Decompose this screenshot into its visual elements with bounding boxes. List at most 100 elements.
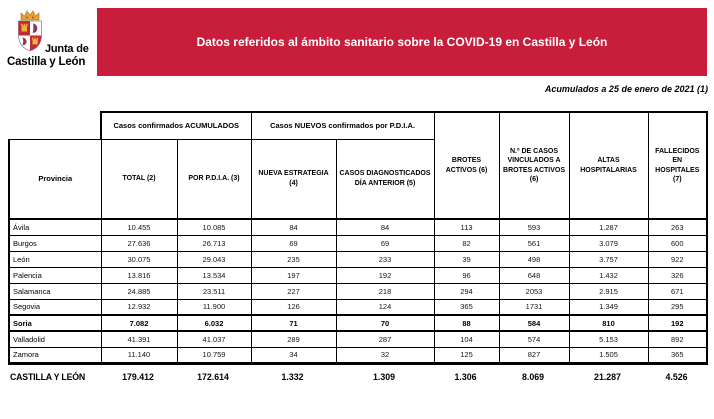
value-cell: 574 [498, 330, 570, 348]
province-cell: Ávila [8, 218, 102, 236]
value-cell: 1.349 [568, 298, 649, 316]
accumulated-date-note: Acumulados a 25 de enero de 2021 (1) [544, 84, 708, 94]
col-header-por-pdia: POR P.D.I.A. (3) [176, 138, 252, 220]
value-cell: 82 [433, 234, 500, 252]
value-cell: 218 [335, 282, 435, 300]
value-cell: 10.759 [176, 346, 252, 365]
value-cell: 365 [647, 346, 709, 365]
col-header-brotes-activos: BROTES ACTIVOS (6) [433, 111, 500, 220]
col-header-nueva-estrategia: NUEVA ESTRATEGIA (4) [250, 138, 337, 220]
value-cell: 104 [433, 330, 500, 348]
value-cell: 1731 [498, 298, 570, 316]
title-banner: Datos referidos al ámbito sanitario sobr… [97, 8, 707, 76]
value-cell: 23.511 [176, 282, 252, 300]
value-cell: 41.037 [176, 330, 252, 348]
table-row: Burgos 27.636 26.713 69 69 82 561 3.079 600 [8, 234, 709, 252]
value-cell: 113 [433, 218, 500, 236]
province-cell: Salamanca [8, 282, 102, 300]
value-cell: 648 [498, 266, 570, 284]
jcyl-logo: Junta de Castilla y León [6, 8, 116, 78]
logo-text-line1: Junta de [45, 43, 89, 55]
value-cell: 192 [647, 314, 709, 332]
page-title: Datos referidos al ámbito sanitario sobr… [196, 35, 608, 49]
province-cell: Segovia [8, 298, 102, 316]
total-row: CASTILLA Y LEÓN 179.412 172.614 1.332 1.309 1… [8, 368, 706, 385]
value-cell: 10.085 [176, 218, 252, 236]
value-cell: 600 [647, 234, 709, 252]
value-cell: 922 [647, 250, 709, 268]
value-cell: 498 [498, 250, 570, 268]
total-value-cell: 1.306 [454, 371, 477, 382]
value-cell: 1.432 [568, 266, 649, 284]
province-cell: Soria [8, 314, 102, 332]
province-cell: Burgos [8, 234, 102, 252]
covid-data-table: Casos confirmados ACUMULADOS Casos NUEVO… [8, 111, 709, 365]
value-cell: 561 [498, 234, 570, 252]
table-row: Segovia 12.932 11.900 126 124 365 1731 1.349 295 [8, 298, 709, 316]
value-cell: 810 [568, 314, 649, 332]
table-row: Palencia 13.816 13.534 197 192 96 648 1.432 326 [8, 266, 709, 284]
col-header-diagnosticados: CASOS DIAGNOSTICADOS DÍA ANTERIOR (5) [335, 138, 435, 220]
value-cell: 30.075 [100, 250, 178, 268]
value-cell: 294 [433, 282, 500, 300]
value-cell: 69 [335, 234, 435, 252]
col-header-fallecidos: FALLECIDOS EN HOSPITALES (7) [647, 111, 709, 220]
value-cell: 1.287 [568, 218, 649, 236]
value-cell: 71 [250, 314, 337, 332]
province-cell: Palencia [8, 266, 102, 284]
province-cell: Valladolid [8, 330, 102, 348]
table-row: Valladolid 41.391 41.037 289 287 104 574 5.153 8… [8, 330, 709, 348]
value-cell: 24.885 [100, 282, 178, 300]
value-cell: 227 [250, 282, 337, 300]
value-cell: 671 [647, 282, 709, 300]
province-cell: León [8, 250, 102, 268]
value-cell: 289 [250, 330, 337, 348]
value-cell: 124 [335, 298, 435, 316]
value-cell: 125 [433, 346, 500, 365]
value-cell: 84 [335, 218, 435, 236]
value-cell: 2.915 [568, 282, 649, 300]
value-cell: 32 [335, 346, 435, 365]
value-cell: 96 [433, 266, 500, 284]
value-cell: 10.455 [100, 218, 178, 236]
table-row: Zamora 11.140 10.759 34 32 125 827 1.505 365 [8, 346, 709, 365]
logo-text-line2: Castilla y León [7, 56, 86, 68]
col-header-total: TOTAL (2) [100, 138, 178, 220]
value-cell: 197 [250, 266, 337, 284]
value-cell: 235 [250, 250, 337, 268]
table-row: Salamanca 24.885 23.511 227 218 294 2053 2.915 6… [8, 282, 709, 300]
value-cell: 11.900 [176, 298, 252, 316]
value-cell: 892 [647, 330, 709, 348]
value-cell: 84 [250, 218, 337, 236]
value-cell: 3.079 [568, 234, 649, 252]
value-cell: 7.082 [100, 314, 178, 332]
table-body: Ávila 10.455 10.085 84 84 113 593 1.287 263 Burgo… [8, 218, 709, 365]
value-cell: 365 [433, 298, 500, 316]
value-cell: 41.391 [100, 330, 178, 348]
corner-blank [9, 112, 101, 139]
value-cell: 584 [498, 314, 570, 332]
value-cell: 29.043 [176, 250, 252, 268]
value-cell: 88 [433, 314, 500, 332]
value-cell: 13.534 [176, 266, 252, 284]
province-cell: Zamora [8, 346, 102, 365]
total-label-cell: CASTILLA Y LEÓN [10, 371, 86, 382]
coat-of-arms-icon [18, 10, 42, 52]
table-row: Ávila 10.455 10.085 84 84 113 593 1.287 263 [8, 218, 709, 236]
value-cell: 11.140 [100, 346, 178, 365]
group-header-nuevos-pdia: Casos NUEVOS confirmados por P.D.I.A. [250, 111, 435, 140]
value-cell: 192 [335, 266, 435, 284]
value-cell: 26.713 [176, 234, 252, 252]
value-cell: 593 [498, 218, 570, 236]
value-cell: 233 [335, 250, 435, 268]
total-value-cell: 1.309 [372, 371, 395, 382]
value-cell: 1.505 [568, 346, 649, 365]
table: Casos confirmados ACUMULADOS Casos NUEVO… [8, 111, 709, 365]
total-value-cell: 4.526 [665, 371, 688, 382]
value-cell: 326 [647, 266, 709, 284]
value-cell: 27.636 [100, 234, 178, 252]
group-header-acumulados: Casos confirmados ACUMULADOS [99, 111, 252, 140]
value-cell: 69 [250, 234, 337, 252]
value-cell: 827 [498, 346, 570, 365]
